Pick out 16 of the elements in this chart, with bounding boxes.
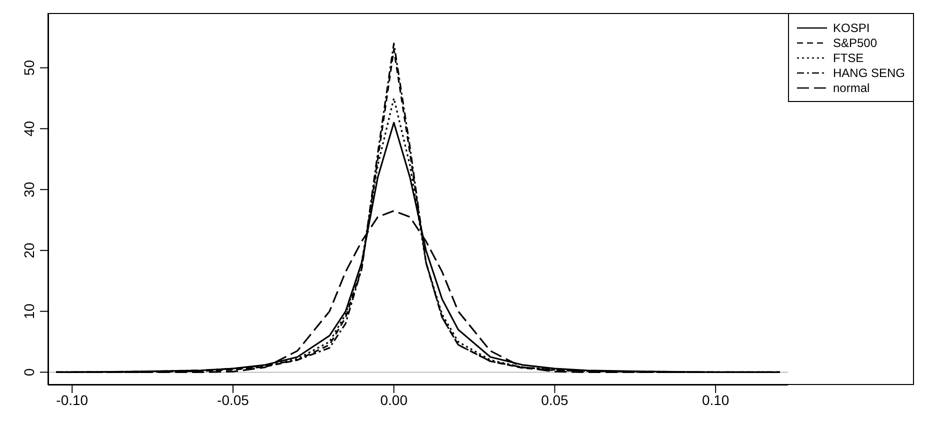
x-tick-label: 0.00	[380, 392, 408, 408]
y-tick-label: 30	[21, 182, 37, 198]
legend-label: normal	[832, 80, 870, 94]
y-tick-label: 0	[21, 368, 37, 376]
x-tick-label: -0.10	[56, 392, 88, 408]
y-tick-label: 50	[21, 60, 37, 76]
y-tick-label: 20	[21, 242, 37, 258]
y-tick-label: 40	[21, 120, 37, 136]
legend-label: FTSE	[832, 50, 864, 64]
legend-label: KOSPI	[832, 20, 870, 34]
x-tick-label: 0.10	[702, 392, 730, 408]
y-tick-label: 10	[21, 303, 37, 320]
x-tick-label: -0.05	[217, 392, 250, 408]
legend-label: HANG SENG	[832, 66, 905, 80]
legend-label: S&P500	[832, 36, 878, 50]
x-tick-label: 0.05	[541, 392, 569, 408]
